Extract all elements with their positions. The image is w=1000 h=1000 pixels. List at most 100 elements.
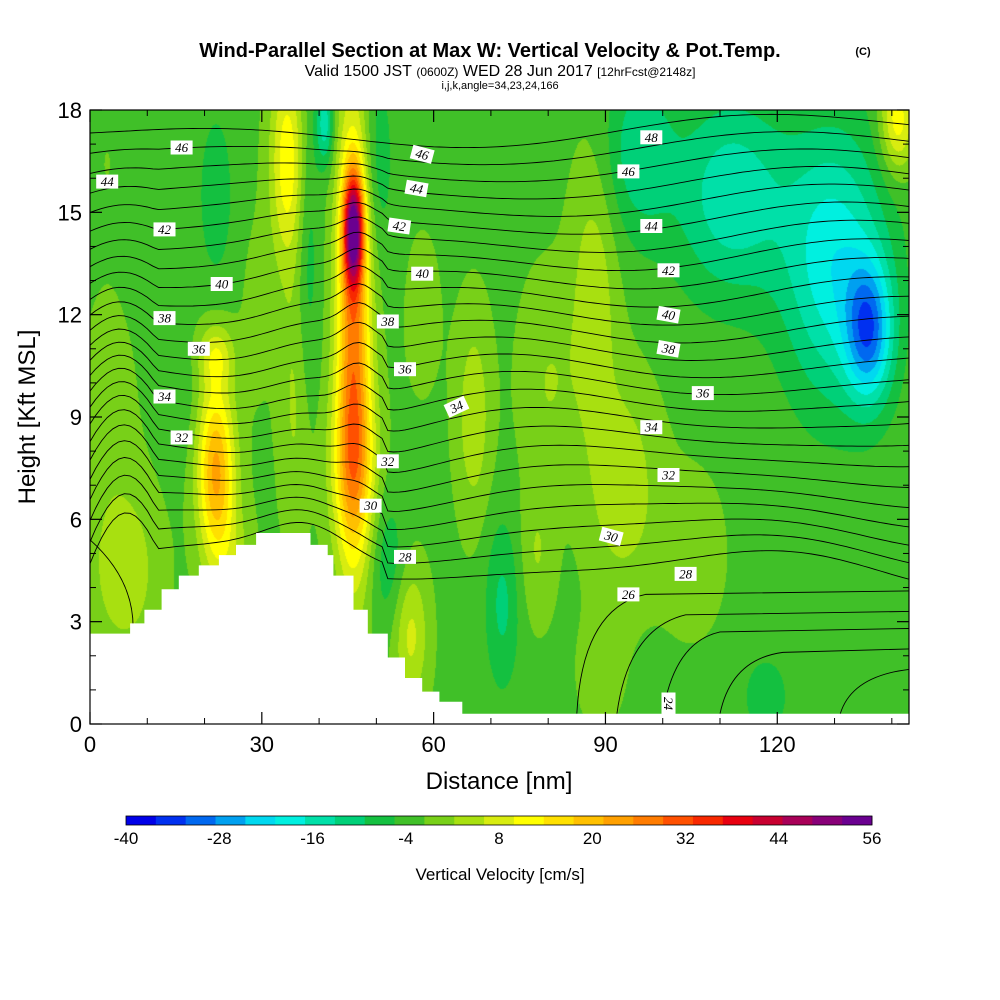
contour-label: 34 (153, 389, 176, 404)
x-tick-label: 90 (593, 732, 617, 757)
copyright-mark: (C) (855, 46, 871, 58)
x-axis-title: Distance [nm] (426, 768, 573, 795)
contour-label-text: 44 (101, 174, 115, 189)
contour-label: 30 (359, 498, 382, 513)
theta-contours (90, 113, 909, 714)
theta-contour-36 (90, 321, 909, 361)
theta-contour-38 (90, 283, 909, 326)
theta-contour-surface-west (90, 539, 134, 634)
theta-contour-34 (90, 354, 909, 396)
theta-contour-48 (90, 113, 909, 149)
contour-label: 44 (640, 219, 663, 234)
colorbar-tick-label: -16 (300, 829, 325, 848)
x-tick-label: 120 (759, 732, 796, 757)
contour-label-box (617, 587, 640, 602)
chart-title: Wind-Parallel Section at Max W: Vertical… (199, 40, 780, 62)
contour-label-text: 40 (215, 277, 229, 292)
plot-area: 46 44 42 40 38 36 34 32 46 44 42 40 38 36 34 32 30 28 48 46… (90, 110, 909, 724)
contour-label: 40 (210, 277, 233, 292)
valid-utc: (0600Z) (416, 65, 458, 79)
x-tick-label: 30 (250, 732, 274, 757)
contour-label-box (387, 217, 412, 235)
theta-contour-42 (90, 216, 909, 253)
contour-label-text: 34 (644, 420, 659, 435)
colorbar-swatch (185, 816, 216, 825)
contour-label: 42 (153, 222, 176, 237)
contour-label: 42 (657, 263, 680, 278)
contour-label-text: 36 (191, 341, 206, 356)
colorbar-tick-label: -4 (398, 829, 413, 848)
colorbar-frame (125, 815, 873, 826)
colorbar-swatch (663, 816, 694, 825)
contour-label-box (640, 130, 663, 145)
colorbar-title: Vertical Velocity [cm/s] (415, 865, 584, 884)
theta-contour-41 (90, 231, 909, 272)
colorbar-swatch (334, 816, 366, 825)
contour-label-box (691, 386, 714, 401)
contour-label-box (187, 341, 210, 356)
contour-label-text: 30 (602, 527, 620, 545)
contour-label-text: 48 (645, 130, 659, 145)
contour-label-box (674, 566, 697, 581)
contour-label-box (170, 140, 193, 155)
contour-label: 46 (170, 140, 193, 155)
contour-label-box (404, 179, 429, 198)
theta-contour-22 (839, 668, 909, 714)
contour-label-text: 42 (662, 263, 676, 278)
theta-contour-43 (90, 201, 909, 235)
theta-contour-26 (90, 474, 909, 548)
contour-label: 32 (657, 468, 680, 483)
valid-time-line: Valid 1500 JST (0600Z) WED 28 Jun 2017 [… (305, 63, 696, 80)
colorbar: -40 -28 -16 -4 8 20 32 44 56 (114, 815, 881, 848)
contour-label: 34 (443, 395, 470, 418)
colorbar-swatch (722, 816, 754, 825)
contour-label-text: 44 (645, 219, 659, 234)
contour-label: 28 (674, 566, 697, 581)
theta-contour-25 (616, 610, 909, 714)
contour-label: 32 (170, 430, 193, 445)
contour-label-box (210, 277, 233, 291)
contour-label-text: 40 (661, 306, 677, 323)
contour-label-box (598, 526, 624, 547)
contour-label-box (640, 219, 663, 233)
contour-label-text: 32 (661, 468, 676, 483)
y-axis-title: Height [Kft MSL] (14, 330, 41, 505)
contour-label-text: 46 (622, 164, 636, 179)
colorbar-swatch (752, 816, 783, 825)
contour-label-box (153, 389, 176, 404)
colorbar-swatch (692, 816, 724, 825)
contour-label-box (376, 454, 399, 469)
theta-contour-47 (90, 131, 909, 166)
colorbar-swatch (155, 816, 187, 825)
colorbar-tick-label: 44 (769, 829, 788, 848)
contour-label-box (661, 692, 676, 715)
colorbar-tick-label: 20 (583, 829, 602, 848)
contour-label: 36 (394, 362, 416, 377)
contour-label-box (153, 222, 176, 237)
contour-label: 38 (656, 339, 681, 358)
colorbar-tick-label: -40 (114, 829, 139, 848)
colorbar-swatch (126, 816, 157, 825)
contour-label-box (411, 266, 434, 281)
terrain-mask (90, 533, 909, 724)
contour-label-text: 42 (392, 218, 407, 235)
colorbar-swatch (275, 816, 306, 825)
y-tick-label: 12 (58, 303, 82, 328)
y-tick-label: 9 (70, 405, 82, 430)
theta-contour-29 (90, 424, 909, 493)
colorbar-swatch (782, 816, 813, 825)
colorbar-swatch (812, 816, 843, 825)
contour-label-box (656, 339, 681, 358)
contour-label-box (657, 468, 680, 482)
colorbar-tick-label: 32 (676, 829, 695, 848)
contour-label-text: 36 (398, 362, 413, 377)
contour-label-box (656, 305, 681, 324)
contour-label: 40 (411, 266, 434, 281)
colorbar-swatch (484, 816, 515, 825)
contour-label: 26 (617, 587, 640, 602)
contour-label: 32 (376, 454, 399, 469)
theta-contour-35 (90, 341, 909, 379)
contour-label-box (617, 164, 640, 179)
contour-label: 40 (656, 305, 681, 324)
theta-contour-23 (719, 648, 909, 714)
